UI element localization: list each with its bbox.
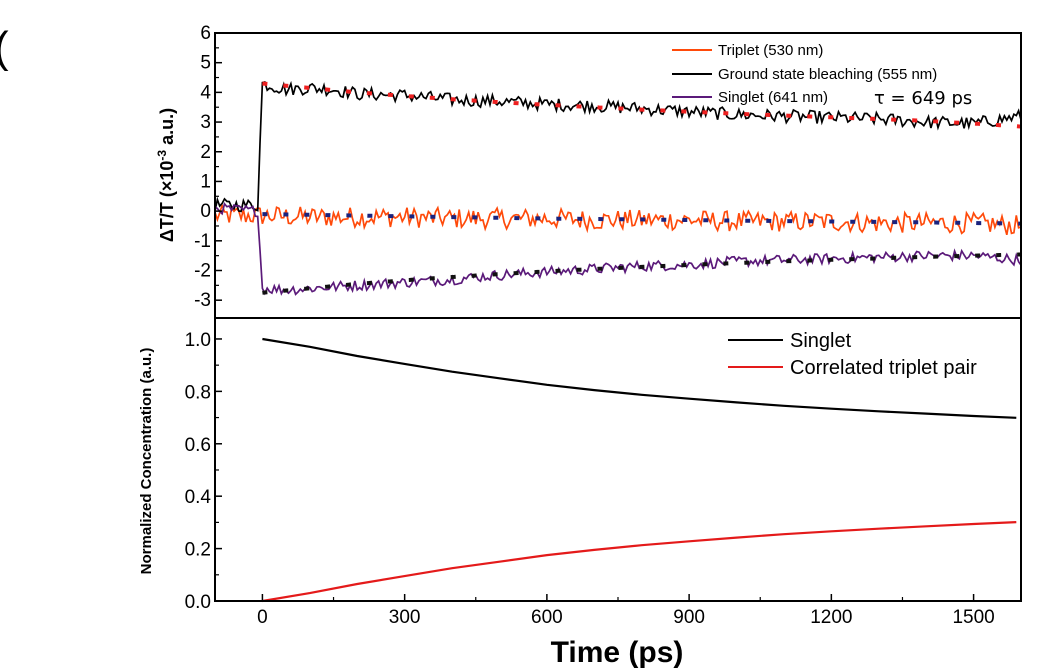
bottom-panel: 0.0 0.2 0.4 0.6 0.8 1.0 0 300 600 900 1200 1500 No… bbox=[138, 317, 1022, 669]
fit-line-gsb-fit bbox=[262, 81, 1022, 129]
x-tick-label: 600 bbox=[531, 607, 563, 628]
tau-annotation: τ = 649 ps bbox=[874, 88, 972, 109]
top-y-axis-label: ΔT/T (×10-3 a.u.) bbox=[155, 108, 177, 242]
top-y-tick-label: 4 bbox=[200, 82, 211, 103]
x-tick-label: 1500 bbox=[952, 607, 994, 628]
top-y-tick-label: -2 bbox=[194, 261, 211, 282]
top-panel: -3 -2 -1 0 1 2 3 4 5 6 ΔT/T (×10-3 a.u.) τ = 649 … bbox=[155, 23, 1022, 319]
series-line-correlated-triplet-pair bbox=[262, 521, 1017, 603]
legend-label-correlated-triplet: Correlated triplet pair bbox=[790, 357, 977, 379]
top-y-tick-label: -3 bbox=[194, 290, 211, 311]
x-axis: 0 300 600 900 1200 1500 bbox=[257, 594, 995, 628]
top-y-tick-label: 2 bbox=[200, 142, 211, 163]
series-line-singlet-641-nm bbox=[214, 201, 1022, 296]
bottom-y-tick-label: 0.4 bbox=[185, 487, 212, 508]
legend-label-singlet-641: Singlet (641 nm) bbox=[718, 89, 828, 106]
top-y-tick-label: 0 bbox=[200, 201, 211, 222]
fit-line-triplet-fit bbox=[262, 212, 1021, 226]
top-y-tick-label: -1 bbox=[194, 231, 211, 252]
bottom-y-tick-label: 0.2 bbox=[185, 540, 211, 561]
top-y-tick-label: 3 bbox=[200, 112, 211, 133]
fit-line-singlet-fit bbox=[262, 252, 1021, 295]
series-line-singlet bbox=[262, 337, 1017, 419]
bottom-y-tick-label: 0.0 bbox=[185, 592, 211, 613]
bottom-y-tick-label: 1.0 bbox=[185, 330, 211, 351]
series-line-ground-state-bleaching-555-nm bbox=[214, 80, 1022, 213]
bottom-y-axis: 0.0 0.2 0.4 0.6 0.8 1.0 bbox=[185, 330, 222, 613]
x-tick-label: 900 bbox=[673, 607, 705, 628]
legend-label-triplet-530: Triplet (530 nm) bbox=[718, 42, 823, 59]
bottom-y-tick-label: 0.8 bbox=[185, 382, 211, 403]
top-plot-area bbox=[214, 80, 1022, 296]
bottom-y-tick-label: 0.6 bbox=[185, 435, 211, 456]
top-y-tick-label: 5 bbox=[200, 53, 211, 74]
bottom-legend: Singlet Correlated triplet pair bbox=[728, 330, 977, 379]
legend-label-gsb-555: Ground state bleaching (555 nm) bbox=[718, 66, 937, 83]
legend-label-singlet: Singlet bbox=[790, 330, 852, 352]
top-y-tick-label: 1 bbox=[200, 171, 211, 192]
series-line-triplet-530-nm bbox=[214, 202, 1022, 236]
x-tick-label: 0 bbox=[257, 607, 268, 628]
x-tick-label: 1200 bbox=[810, 607, 852, 628]
figure-label: ( bbox=[0, 23, 9, 72]
bottom-y-axis-label: Normalized Concentration (a.u.) bbox=[138, 348, 155, 575]
x-axis-label: Time (ps) bbox=[551, 636, 684, 669]
bottom-plot-area bbox=[262, 337, 1017, 603]
x-tick-label: 300 bbox=[389, 607, 421, 628]
top-legend: Triplet (530 nm) Ground state bleaching … bbox=[672, 42, 937, 106]
top-y-tick-label: 6 bbox=[200, 23, 211, 44]
top-y-axis: -3 -2 -1 0 1 2 3 4 5 6 bbox=[194, 23, 222, 311]
